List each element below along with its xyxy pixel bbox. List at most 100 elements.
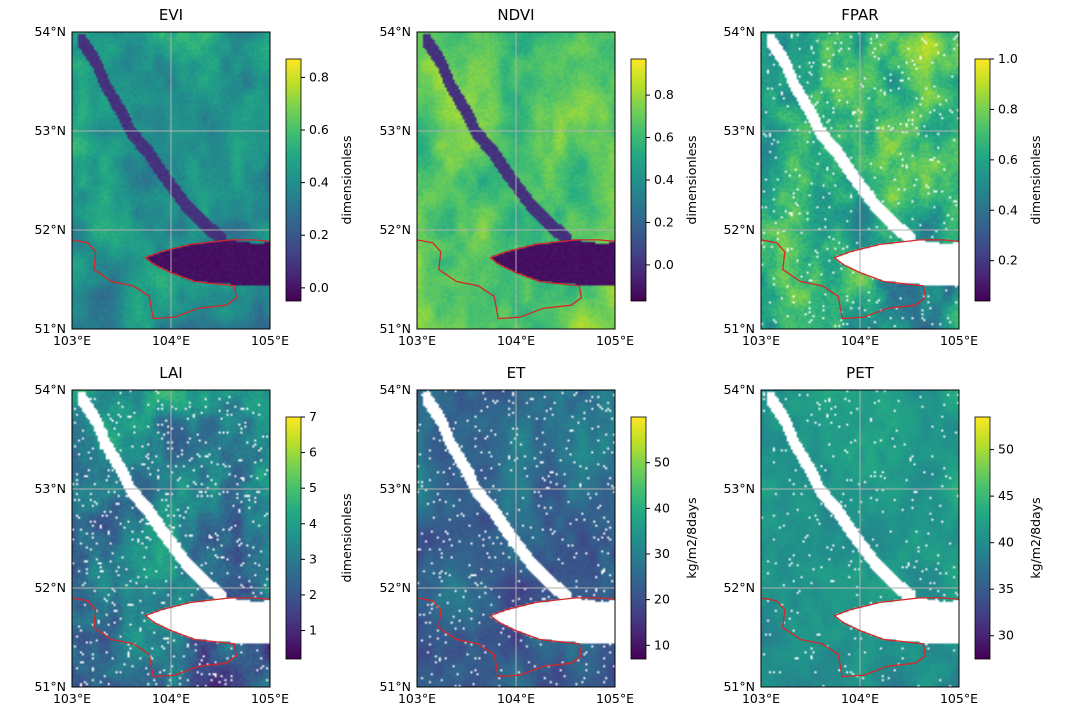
colorbar-tick-label: 45 [998,488,1014,503]
colorbar-tick-label: 10 [654,637,670,652]
colorbar-tick-label: 35 [998,581,1014,596]
x-tick-label: 104°E [497,691,535,706]
axes-frame [416,31,616,330]
panel-lai: LAI 103°E 104°E 105°E 51°N 52°N 53°N 54°N 1 2 3 4 5 6… [34,364,354,706]
colorbar-tick-label: 0.6 [998,152,1018,167]
region-boundary [71,239,271,320]
colorbar-tick-label: 6 [309,445,317,460]
colorbar-tick-label: 40 [654,500,670,515]
colorbar-tick-label: 5 [309,480,317,495]
axes-frame [760,389,960,688]
colorbar-tick-label: 1.0 [998,51,1018,66]
x-tick-label: 103°E [53,691,91,706]
axes-frame [760,31,960,330]
colorbar-tick-label: 0.6 [654,130,674,145]
region-boundary [760,239,960,320]
y-tick-label: 53°N [34,481,66,496]
colorbar-label: dimensionless [339,494,354,583]
colorbar-label: dimensionless [1028,136,1043,225]
x-tick-label: 105°E [251,333,289,348]
x-tick-label: 104°E [841,691,879,706]
x-tick-label: 105°E [940,691,978,706]
colorbar-tick-label: 2 [309,587,317,602]
y-tick-label: 53°N [723,481,755,496]
x-tick-label: 104°E [841,333,879,348]
region-boundary [416,597,616,678]
colorbar-tick-label: 40 [998,535,1014,550]
region-boundary [760,597,960,678]
panel-et: ET 103°E 104°E 105°E 51°N 52°N 53°N 54°N 10 20 30 4… [379,364,699,706]
y-tick-label: 51°N [723,321,755,336]
y-tick-label: 54°N [379,24,411,39]
x-tick-label: 103°E [398,333,436,348]
y-tick-label: 52°N [723,222,755,237]
panel-pet: PET 103°E 104°E 105°E 51°N 52°N 53°N 54°N 30 35 40… [723,364,1043,706]
panel-ndvi: NDVI 103°E 104°E 105°E 51°N 52°N 53°N 54°N 0.0 0.… [379,6,699,348]
y-tick-label: 51°N [379,321,411,336]
x-tick-label: 103°E [742,691,780,706]
colorbar-tick-label: 50 [998,442,1014,457]
colorbar-tick-label: 0.2 [654,214,674,229]
y-tick-label: 53°N [34,123,66,138]
colorbar [974,58,991,302]
x-tick-label: 104°E [152,333,190,348]
colorbar-tick-label: 3 [309,551,317,566]
y-tick-label: 51°N [723,679,755,694]
y-tick-label: 54°N [34,24,66,39]
x-tick-label: 105°E [596,691,634,706]
y-tick-label: 51°N [34,321,66,336]
y-tick-label: 54°N [723,382,755,397]
panel-title: LAI [159,364,182,382]
axes-frame [71,31,271,330]
y-tick-label: 54°N [34,382,66,397]
colorbar-tick-label: 4 [309,516,317,531]
colorbar-tick-label: 50 [654,455,670,470]
colorbar-label: dimensionless [339,136,354,225]
y-tick-label: 52°N [379,580,411,595]
panel-title: FPAR [841,6,878,24]
colorbar-label: kg/m2/8days [1028,497,1043,578]
axes-frame [71,389,271,688]
x-tick-label: 104°E [152,691,190,706]
colorbar-tick-label: 7 [309,409,317,424]
x-tick-label: 103°E [742,333,780,348]
colorbar-tick-label: 0.0 [654,257,674,272]
x-tick-label: 105°E [596,333,634,348]
y-tick-label: 51°N [379,679,411,694]
y-tick-label: 53°N [379,123,411,138]
y-tick-label: 52°N [34,222,66,237]
axes-frame [416,389,616,688]
colorbar-tick-label: 30 [998,628,1014,643]
colorbar-tick-label: 0.8 [998,101,1018,116]
x-tick-label: 103°E [53,333,91,348]
region-boundary [71,597,271,678]
colorbar-tick-label: 0.4 [309,175,329,190]
colorbar-tick-label: 20 [654,592,670,607]
y-tick-label: 53°N [379,481,411,496]
colorbar-tick-label: 0.4 [998,202,1018,217]
colorbar [630,416,647,660]
colorbar-tick-label: 0.8 [309,69,329,84]
colorbar [974,416,991,660]
x-tick-label: 105°E [251,691,289,706]
y-tick-label: 54°N [379,382,411,397]
colorbar-tick-label: 0.4 [654,172,674,187]
y-tick-label: 54°N [723,24,755,39]
colorbar-label: kg/m2/8days [684,497,699,578]
x-tick-label: 105°E [940,333,978,348]
y-tick-label: 52°N [379,222,411,237]
y-tick-label: 52°N [34,580,66,595]
colorbar-tick-label: 0.8 [654,87,674,102]
panel-fpar: FPAR 103°E 104°E 105°E 51°N 52°N 53°N 54°N 0.2 0.… [723,6,1043,348]
y-tick-label: 51°N [34,679,66,694]
colorbar [630,58,647,302]
panel-title: EVI [159,6,183,24]
colorbar-tick-label: 30 [654,546,670,561]
panel-evi: EVI 103°E 104°E 105°E 51°N 52°N 53°N 54°N 0.0 0.2… [34,6,354,348]
y-tick-label: 53°N [723,123,755,138]
colorbar [285,58,302,302]
colorbar-tick-label: 1 [309,623,317,638]
panel-title: NDVI [497,6,534,24]
region-boundary [416,239,616,320]
